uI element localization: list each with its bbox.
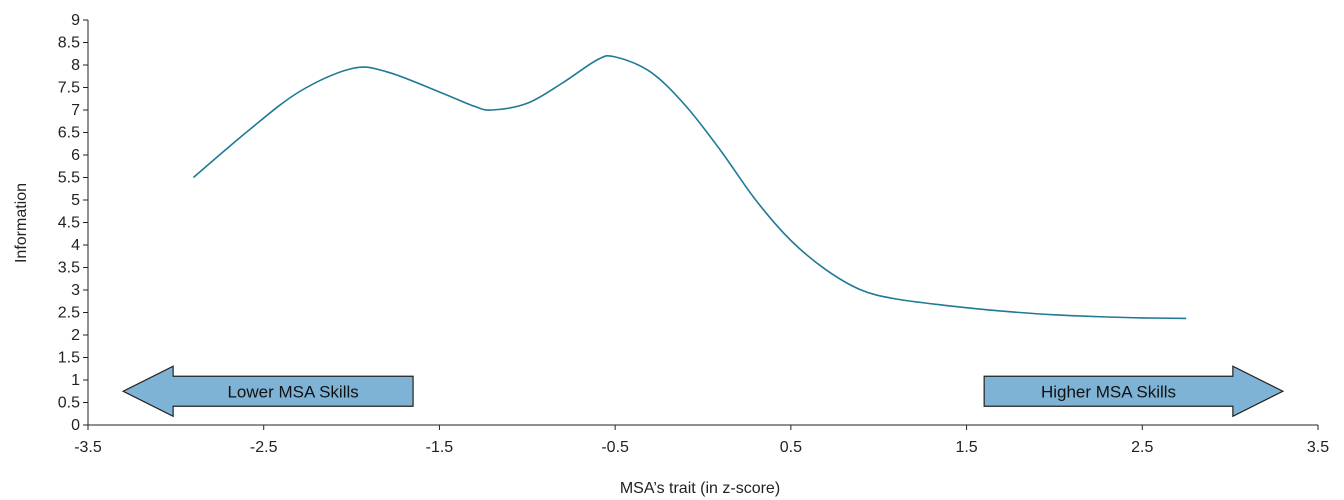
arrow-label: Higher MSA Skills xyxy=(1041,382,1176,401)
lower-skills-arrow: Lower MSA Skills xyxy=(121,365,414,418)
information-curve xyxy=(192,54,1187,320)
x-axis-label: MSA’s trait (in z-score) xyxy=(620,480,780,497)
y-tick-label: 3.5 xyxy=(58,260,80,277)
y-tick-label: 4.5 xyxy=(58,215,80,232)
x-tick-label: -2.5 xyxy=(250,439,278,456)
y-tick-label: 8.5 xyxy=(58,35,80,52)
y-tick-label: 8 xyxy=(71,57,80,74)
x-tick-label: -1.5 xyxy=(426,439,454,456)
y-tick-label: 6.5 xyxy=(58,125,80,142)
y-tick-label: 5 xyxy=(71,192,80,209)
y-tick-label: 9 xyxy=(71,12,80,29)
y-tick-label: 3 xyxy=(71,282,80,299)
y-tick-label: 1.5 xyxy=(58,350,80,367)
y-tick-label: 7.5 xyxy=(58,80,80,97)
y-tick-label: 0 xyxy=(71,417,80,434)
y-tick-label: 7 xyxy=(71,102,80,119)
y-tick-label: 1 xyxy=(71,372,80,389)
y-tick-label: 2 xyxy=(71,327,80,344)
x-tick-label: 3.5 xyxy=(1307,439,1329,456)
annotations: Lower MSA Skills Higher MSA Skills xyxy=(121,365,1285,418)
axes: 0 0.5 1 1.5 2 2.5 3 3.5 4 4.5 5 5.5 6 6.5 7 7.5 8 8.5 9 -3.… xyxy=(58,12,1329,456)
x-tick-label: -3.5 xyxy=(74,439,102,456)
x-tick-label: 1.5 xyxy=(955,439,977,456)
y-tick-label: 2.5 xyxy=(58,305,80,322)
y-tick-label: 0.5 xyxy=(58,395,80,412)
plot-area xyxy=(192,54,1187,320)
y-tick-label: 5.5 xyxy=(58,170,80,187)
arrow-shape xyxy=(121,365,414,418)
y-tick-label: 6 xyxy=(71,147,80,164)
x-tick-label: -0.5 xyxy=(601,439,629,456)
higher-skills-arrow: Higher MSA Skills xyxy=(983,365,1285,418)
x-tick-label: 2.5 xyxy=(1131,439,1153,456)
arrow-label: Lower MSA Skills xyxy=(227,382,358,401)
y-axis-label: Information xyxy=(13,183,30,263)
x-tick-label: 0.5 xyxy=(780,439,802,456)
y-tick-label: 4 xyxy=(71,237,80,254)
arrow-shape xyxy=(983,365,1285,418)
